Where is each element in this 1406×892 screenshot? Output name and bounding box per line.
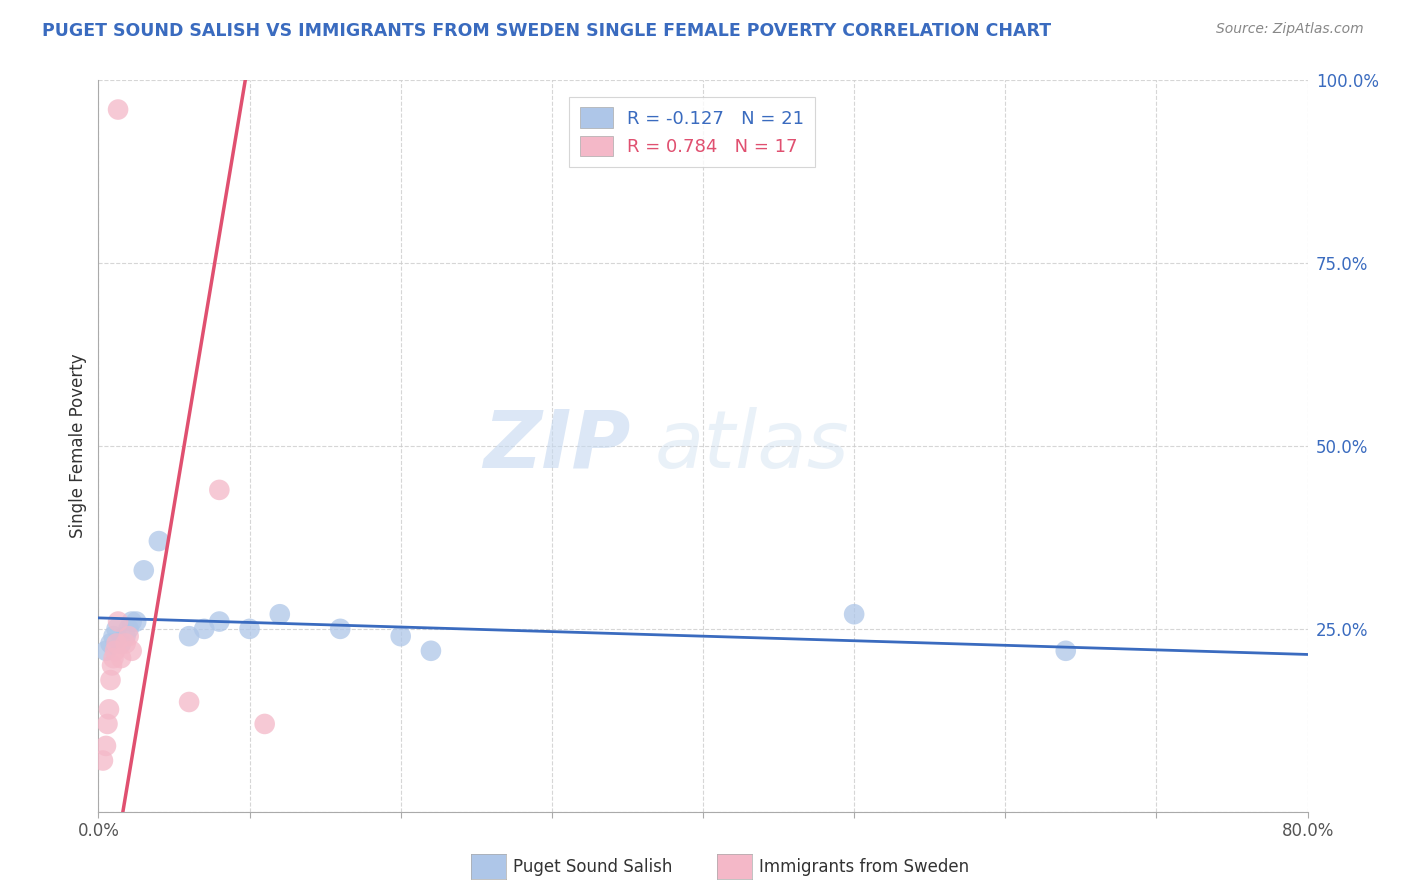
Y-axis label: Single Female Poverty: Single Female Poverty — [69, 354, 87, 538]
Point — [239, 622, 262, 636]
Point — [94, 739, 117, 753]
Point — [107, 103, 129, 117]
Text: atlas: atlas — [655, 407, 849, 485]
Point — [329, 622, 352, 636]
Point — [101, 658, 124, 673]
Text: Immigrants from Sweden: Immigrants from Sweden — [759, 858, 969, 876]
Point — [91, 754, 114, 768]
Point — [179, 695, 201, 709]
Point — [420, 644, 443, 658]
Point — [104, 644, 127, 658]
Point — [94, 644, 117, 658]
Point — [148, 534, 170, 549]
Point — [100, 636, 122, 650]
Text: ZIP: ZIP — [484, 407, 630, 485]
Point — [103, 651, 125, 665]
Point — [253, 717, 276, 731]
Point — [121, 644, 143, 658]
Point — [110, 636, 132, 650]
Point — [193, 622, 215, 636]
Point — [105, 636, 128, 650]
Point — [844, 607, 866, 622]
Point — [132, 563, 155, 577]
Point — [105, 622, 128, 636]
Point — [389, 629, 412, 643]
Point — [114, 636, 136, 650]
Point — [118, 629, 141, 643]
Point — [114, 629, 136, 643]
Text: PUGET SOUND SALISH VS IMMIGRANTS FROM SWEDEN SINGLE FEMALE POVERTY CORRELATION C: PUGET SOUND SALISH VS IMMIGRANTS FROM SW… — [42, 22, 1052, 40]
Point — [100, 673, 122, 687]
Point — [179, 629, 201, 643]
Point — [103, 629, 125, 643]
Point — [98, 702, 121, 716]
Point — [269, 607, 291, 622]
Point — [96, 717, 118, 731]
Point — [125, 615, 148, 629]
Text: Source: ZipAtlas.com: Source: ZipAtlas.com — [1216, 22, 1364, 37]
Point — [208, 483, 231, 497]
Point — [1054, 644, 1077, 658]
Point — [107, 615, 129, 629]
Point — [121, 615, 143, 629]
Point — [110, 651, 132, 665]
Text: Puget Sound Salish: Puget Sound Salish — [513, 858, 672, 876]
Point — [118, 622, 141, 636]
Point — [208, 615, 231, 629]
Legend: R = -0.127   N = 21, R = 0.784   N = 17: R = -0.127 N = 21, R = 0.784 N = 17 — [569, 96, 815, 167]
